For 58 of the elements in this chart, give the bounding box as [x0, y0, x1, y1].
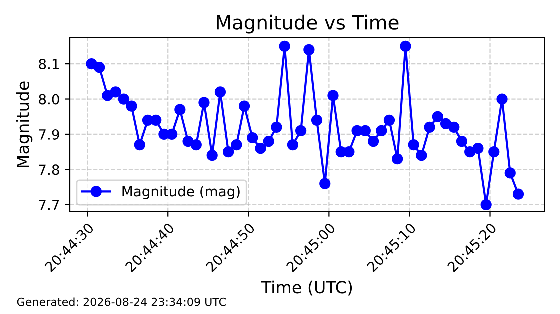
- point: [512, 188, 524, 200]
- point: [110, 86, 122, 98]
- point: [392, 154, 404, 165]
- point: [424, 122, 436, 133]
- point: [320, 178, 331, 190]
- point: [206, 150, 218, 162]
- x-axis-title: Time (UTC): [261, 280, 352, 296]
- point: [279, 40, 290, 52]
- y-tick-label: 8.1: [39, 59, 59, 70]
- point: [368, 136, 380, 148]
- point: [190, 139, 202, 151]
- y-tick-label: 7.9: [39, 129, 60, 140]
- point: [134, 139, 146, 151]
- point: [287, 139, 298, 151]
- point: [400, 40, 412, 52]
- point: [360, 125, 371, 137]
- point: [118, 94, 130, 105]
- point: [328, 90, 339, 102]
- text: Generated: 2026-08-24 23:34:09 UTC: [17, 298, 226, 306]
- point: [344, 146, 355, 158]
- point: [150, 114, 162, 126]
- point: [432, 111, 444, 122]
- point: [384, 114, 396, 126]
- point: [311, 114, 323, 126]
- point: [448, 122, 460, 133]
- point: [296, 125, 307, 137]
- y-tick-label: 8.0: [39, 94, 60, 105]
- point: [464, 146, 476, 158]
- point: [263, 136, 274, 148]
- chart-title: Magnitude vs Time: [217, 14, 399, 34]
- point: [198, 97, 210, 108]
- point: [416, 150, 428, 162]
- point: [102, 90, 114, 102]
- point: [174, 104, 186, 116]
- point: [472, 143, 484, 154]
- point: [94, 62, 106, 74]
- point: [271, 122, 282, 133]
- point: [504, 168, 516, 179]
- point: [214, 86, 226, 98]
- point: [496, 94, 508, 105]
- y-tick-label: 7.7: [39, 200, 60, 210]
- point: [126, 100, 138, 112]
- point: [238, 100, 250, 112]
- point: [376, 125, 388, 137]
- point: [440, 118, 452, 130]
- point: [480, 199, 492, 210]
- point: [255, 143, 266, 154]
- point: [231, 139, 242, 151]
- y-axis-title: Magnitude: [16, 82, 33, 168]
- point: [223, 146, 234, 158]
- point: [408, 139, 420, 151]
- y-tick-label: 7.8: [39, 164, 60, 176]
- legend-label: Magnitude (mag): [122, 186, 240, 200]
- point: [304, 44, 315, 56]
- point: [456, 136, 468, 148]
- point: [247, 132, 258, 144]
- point: [488, 146, 500, 158]
- point: [182, 136, 194, 148]
